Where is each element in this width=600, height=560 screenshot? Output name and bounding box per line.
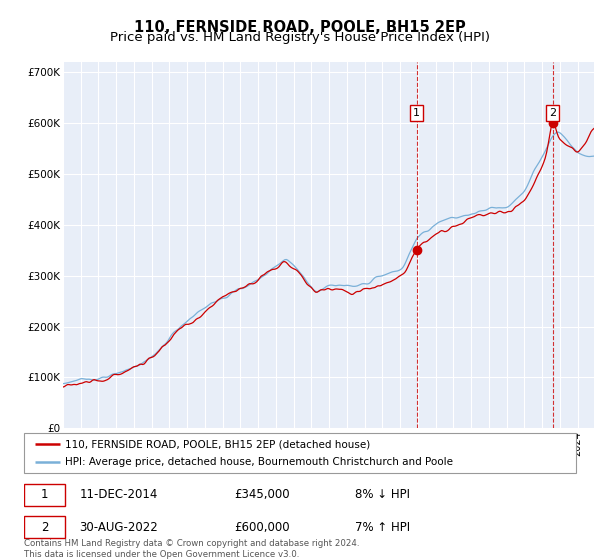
Text: 2: 2 — [549, 108, 556, 118]
FancyBboxPatch shape — [24, 516, 65, 538]
Text: 30-AUG-2022: 30-AUG-2022 — [79, 521, 158, 534]
Text: 2: 2 — [41, 521, 49, 534]
Text: 7% ↑ HPI: 7% ↑ HPI — [355, 521, 410, 534]
FancyBboxPatch shape — [24, 433, 576, 473]
FancyBboxPatch shape — [24, 484, 65, 506]
Text: 1: 1 — [413, 108, 420, 118]
Text: Price paid vs. HM Land Registry's House Price Index (HPI): Price paid vs. HM Land Registry's House … — [110, 31, 490, 44]
Text: 11-DEC-2014: 11-DEC-2014 — [79, 488, 158, 501]
Text: £600,000: £600,000 — [234, 521, 289, 534]
Text: 110, FERNSIDE ROAD, POOLE, BH15 2EP (detached house): 110, FERNSIDE ROAD, POOLE, BH15 2EP (det… — [65, 439, 371, 449]
Text: 110, FERNSIDE ROAD, POOLE, BH15 2EP: 110, FERNSIDE ROAD, POOLE, BH15 2EP — [134, 20, 466, 35]
Text: 1: 1 — [41, 488, 49, 501]
Text: Contains HM Land Registry data © Crown copyright and database right 2024.
This d: Contains HM Land Registry data © Crown c… — [24, 539, 359, 559]
Text: 8% ↓ HPI: 8% ↓ HPI — [355, 488, 410, 501]
Text: £345,000: £345,000 — [234, 488, 289, 501]
Text: HPI: Average price, detached house, Bournemouth Christchurch and Poole: HPI: Average price, detached house, Bour… — [65, 457, 454, 467]
